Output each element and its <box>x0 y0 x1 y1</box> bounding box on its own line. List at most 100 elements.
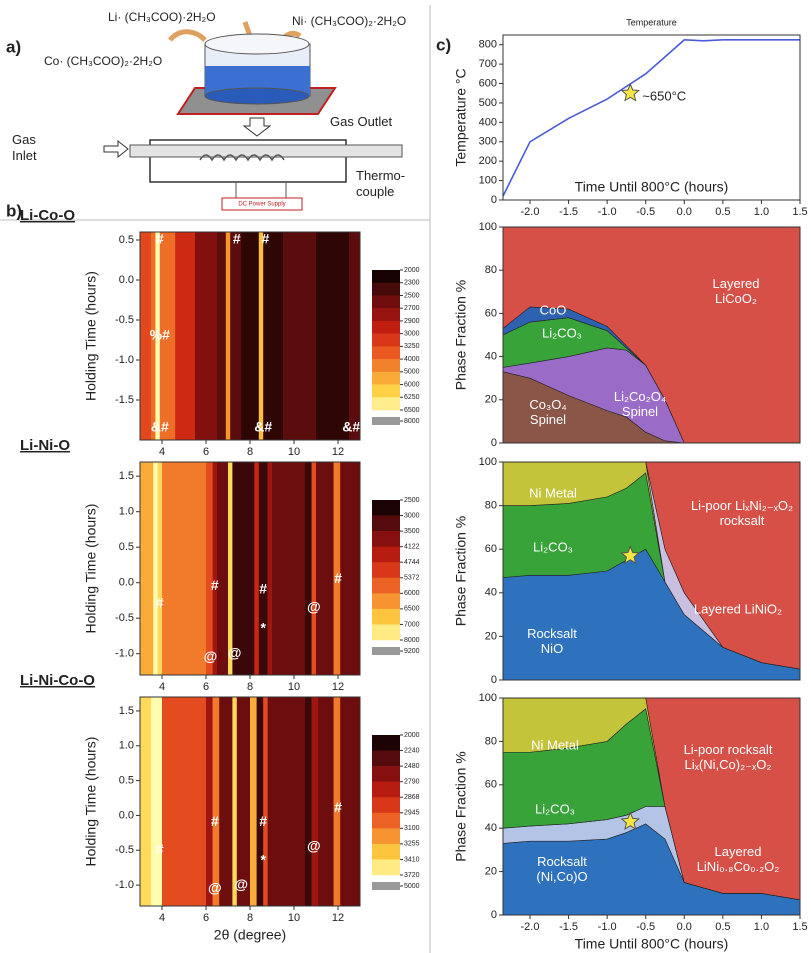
chart-title: Li-Ni-O <box>20 437 70 454</box>
area-label: Li₂CO₃ <box>520 803 590 818</box>
y-tick-label: -1.0 <box>115 354 134 366</box>
colorbar-label: 5372 <box>404 575 420 582</box>
heat-column <box>162 697 206 906</box>
heat-column <box>268 697 306 906</box>
heat-column <box>206 462 213 675</box>
colorbar-segment <box>372 308 400 321</box>
colorbar-segment <box>372 385 400 398</box>
y-tick-label: 0.5 <box>119 541 134 553</box>
colorbar-label: 3100 <box>404 825 420 832</box>
heat-column <box>237 697 251 906</box>
peak-marker: * <box>260 620 266 636</box>
heat-column <box>230 232 241 440</box>
peak-marker: # <box>211 813 219 829</box>
x-tick-label: 0.5 <box>715 921 730 933</box>
y-tick-label: 80 <box>485 500 497 512</box>
colorbar-label: 3000 <box>404 330 420 337</box>
x-tick-label: 4 <box>159 446 165 458</box>
x-tick-label: 10 <box>288 446 300 458</box>
x-tick-label: 1.5 <box>792 921 807 933</box>
x-tick-label: 6 <box>203 681 209 693</box>
colorbar-segment <box>372 295 400 308</box>
colorbar-label: 2700 <box>404 305 420 312</box>
colorbar-label: 2900 <box>404 318 420 325</box>
peak-marker: # <box>156 231 164 247</box>
colorbar-segment <box>372 397 400 410</box>
x-tick-label: 4 <box>159 681 165 693</box>
heat-column <box>175 232 195 440</box>
colorbar-segment <box>372 578 400 594</box>
colorbar-label: 2240 <box>404 747 420 754</box>
y-tick-label: 0 <box>491 674 497 686</box>
colorbar-overflow <box>372 882 400 890</box>
arrow <box>244 118 270 136</box>
colorbar-segment <box>372 270 400 283</box>
area-label: Co₃O₄ Spinel <box>513 398 583 428</box>
colorbar-label: 6500 <box>404 407 420 414</box>
chart-title: Temperature <box>626 17 677 27</box>
plot <box>140 697 360 906</box>
y-tick-label: 20 <box>485 630 497 642</box>
y-tick-label: 60 <box>485 779 497 791</box>
heat-column <box>217 232 226 440</box>
heat-column <box>226 232 231 440</box>
colorbar-segment <box>372 283 400 296</box>
panel-label: c) <box>436 35 451 54</box>
y-axis-label: Holding Time (hours) <box>83 504 99 634</box>
colorbar-label: 8000 <box>404 637 420 644</box>
heat-column <box>140 697 151 906</box>
x-axis-label: Time Until 800°C (hours) <box>575 179 729 195</box>
figure: DC Power Supply Li· (CH₃COO)·2H₂O Ni· (C… <box>0 0 811 953</box>
colorbar-segment <box>372 751 400 767</box>
colorbar-label: 3000 <box>404 512 420 519</box>
heat-column <box>259 462 268 675</box>
heat-column <box>158 462 163 675</box>
colorbar-label: 2000 <box>404 732 420 739</box>
colorbar-label: 2790 <box>404 779 420 786</box>
plot <box>140 462 360 675</box>
colorbar-segment <box>372 321 400 334</box>
colorbar-segment <box>372 609 400 625</box>
peak-marker: @ <box>204 648 218 664</box>
heat-column <box>283 232 316 440</box>
colorbar-segment <box>372 346 400 359</box>
heat-column <box>158 697 163 906</box>
peak-marker: # <box>334 570 342 586</box>
peak-marker: # <box>259 813 267 829</box>
y-tick-label: 0.5 <box>119 775 134 787</box>
power-label: DC Power Supply <box>238 202 285 208</box>
colorbar-label: 3255 <box>404 841 420 848</box>
y-tick-label: 1.5 <box>119 470 134 482</box>
heat-column <box>259 232 264 440</box>
colorbar-segment <box>372 797 400 813</box>
colorbar-label: 6500 <box>404 606 420 613</box>
heat-column <box>272 462 305 675</box>
colorbar-segment <box>372 359 400 372</box>
precursor: Li· (CH₃COO)·2H₂O <box>108 10 216 24</box>
x-tick-label: 8 <box>247 912 253 924</box>
area-label: CoO <box>533 304 573 319</box>
colorbar-segment <box>372 844 400 860</box>
colorbar-segment <box>372 813 400 829</box>
y-tick-label: 0.5 <box>119 234 134 246</box>
y-tick-label: 200 <box>479 155 497 167</box>
colorbar-label: 6250 <box>404 394 420 401</box>
thermocouple: Thermo-couple <box>356 168 411 199</box>
y-tick-label: 800 <box>479 39 497 51</box>
y-axis-label: Phase Fraction % <box>453 751 469 862</box>
heat-column <box>213 462 218 675</box>
x-tick-label: -1.0 <box>598 921 617 933</box>
gas-outlet: Gas Outlet <box>330 114 420 130</box>
colorbar-label: 8000 <box>404 418 420 425</box>
colorbar-label: 2945 <box>404 810 420 817</box>
chart-title: Li-Co-O <box>20 207 75 224</box>
area-label: Li-poor rocksalt Liₓ(Ni,Co)₂₋ₓO₂ <box>658 743 798 773</box>
colorbar-label: 4744 <box>404 559 420 566</box>
area-label: Li₂Co₂O₄ Spinel <box>595 390 685 420</box>
peak-marker: # <box>262 231 270 247</box>
x-tick-label: 8 <box>247 446 253 458</box>
heat-column <box>195 232 217 440</box>
arrow <box>104 141 128 157</box>
heat-column <box>254 462 259 675</box>
precursor: Co· (CH₃COO)₂·2H₂O <box>44 54 162 68</box>
